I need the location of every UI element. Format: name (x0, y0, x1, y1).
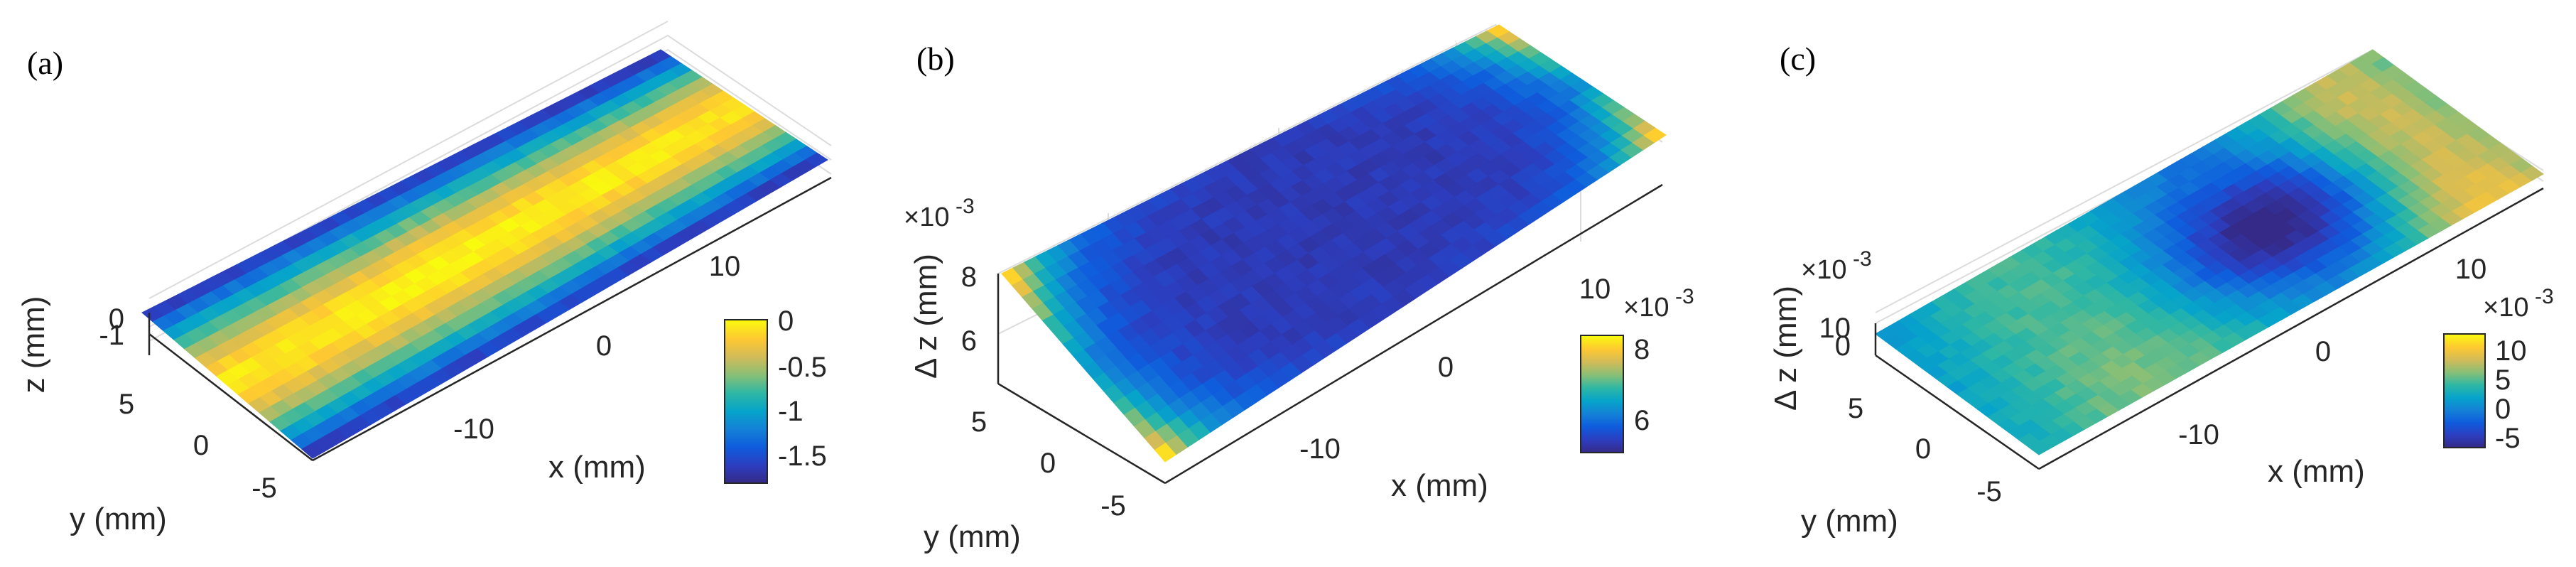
x-axis-label: x (mm) (2268, 454, 2365, 489)
z-axis-ticks: 10 0 (1819, 313, 1851, 362)
z-axis-exponent: ×10 -3 (1801, 247, 1872, 285)
y-axis-label: y (mm) (70, 502, 167, 536)
tick-label: 10 (709, 251, 741, 282)
tick-label: -5 (1100, 490, 1126, 522)
axes-box (148, 176, 832, 462)
colorbar-tick-label: -1.5 (778, 441, 827, 472)
colorbar-tick-label: 8 (1634, 334, 1650, 365)
panel-b: (b) -10 0 10 5 0 -5 8 6 (904, 23, 1694, 554)
colorbar: ×10 -3 8 6 (1580, 285, 1694, 453)
tick-label: 10 (1819, 313, 1851, 344)
y-axis-label: y (mm) (924, 519, 1021, 554)
colorbar-exponent-power: -3 (1675, 285, 1694, 308)
colorbar-gradient (724, 319, 768, 484)
tick-label: -10 (2178, 419, 2219, 450)
tick-label: 5 (119, 389, 134, 420)
x-axis-ticks: -10 0 10 (2178, 254, 2486, 450)
z-axis-label: z (mm) (16, 296, 51, 394)
colorbar-gradient (1580, 335, 1624, 453)
tick-label: 10 (2455, 254, 2487, 285)
tick-label: 5 (1848, 393, 1863, 424)
surface-facet (2520, 166, 2544, 181)
exponent-label: ×10 (1801, 255, 1846, 285)
tick-label: -5 (1976, 476, 2002, 507)
z-axis-label: Δ z (mm) (909, 254, 943, 379)
tick-label: -10 (453, 414, 494, 445)
x-axis-ticks: -10 0 10 (453, 251, 740, 445)
tick-label: 8 (961, 261, 977, 293)
panel-label: (b) (916, 40, 955, 77)
z-axis-label: Δ z (mm) (1768, 286, 1803, 411)
panel-a: (a) -10 0 10 5 0 -5 0 -1 x (mm) y (mm) (16, 21, 832, 536)
surface-facet (804, 152, 828, 168)
tick-label: -5 (251, 472, 277, 504)
surface-plot (141, 49, 828, 459)
colorbar-tick-label: -1 (778, 396, 803, 427)
z-axis-ticks: 8 6 (961, 261, 977, 357)
exponent-power: -3 (956, 195, 975, 218)
x-axis-ticks: -10 0 10 (1299, 274, 1611, 465)
x-axis-label: x (mm) (548, 450, 646, 485)
colorbar-tick-label: -5 (2495, 423, 2521, 454)
tick-label: 0 (193, 430, 209, 461)
y-axis-ticks: 5 0 -5 (971, 406, 1126, 522)
y-axis-ticks: 5 0 -5 (1848, 393, 2002, 507)
colorbar-exponent-label: ×10 (2483, 293, 2528, 323)
colorbar-tick-label: 6 (1634, 405, 1650, 436)
z-axis-ticks: 0 -1 (99, 303, 124, 351)
y-axis-label: y (mm) (1801, 504, 1898, 539)
tick-label: 10 (1579, 274, 1611, 305)
exponent-label: ×10 (904, 202, 949, 232)
tick-label: 0 (1915, 433, 1931, 465)
colorbar-tick-label: 0 (2495, 394, 2511, 425)
tick-label: 0 (1040, 448, 1056, 479)
y-axis-ticks: 5 0 -5 (119, 389, 277, 504)
z-axis-exponent: ×10 -3 (904, 195, 975, 232)
colorbar: ×10 -3 10 5 0 -5 (2443, 285, 2554, 454)
tick-label: 0 (596, 330, 612, 362)
panel-label: (c) (1780, 40, 1816, 77)
tick-label: 5 (971, 406, 987, 438)
surface-plot (1875, 49, 2544, 455)
tick-label: 0 (109, 303, 124, 335)
panel-label: (a) (27, 45, 63, 81)
colorbar-tick-label: 0 (778, 306, 794, 337)
tick-label: 0 (1438, 352, 1454, 383)
colorbar-tick-label: 5 (2495, 364, 2511, 396)
colorbar-exponent-label: ×10 (1623, 293, 1669, 323)
axes-box (997, 183, 1663, 485)
axes-box (1874, 187, 2544, 470)
colorbar-exponent-power: -3 (2535, 285, 2554, 308)
surface-plot (1001, 24, 1667, 463)
colorbar-tick-label: -0.5 (778, 352, 827, 383)
tick-label: 0 (1835, 330, 1851, 362)
x-axis-label: x (mm) (1391, 468, 1488, 503)
panel-c: (c) -10 0 10 5 0 -5 10 0 ×10 -3 (1768, 40, 2554, 539)
tick-label: 6 (961, 325, 977, 357)
colorbar: 0 -0.5 -1 -1.5 (724, 306, 827, 484)
exponent-power: -3 (1853, 247, 1872, 271)
tick-label: -10 (1299, 433, 1341, 465)
tick-label: -1 (99, 320, 124, 351)
colorbar-tick-label: 10 (2495, 335, 2527, 367)
colorbar-gradient (2443, 333, 2486, 448)
tick-label: 0 (2315, 336, 2331, 367)
surface-facet (1643, 127, 1667, 144)
